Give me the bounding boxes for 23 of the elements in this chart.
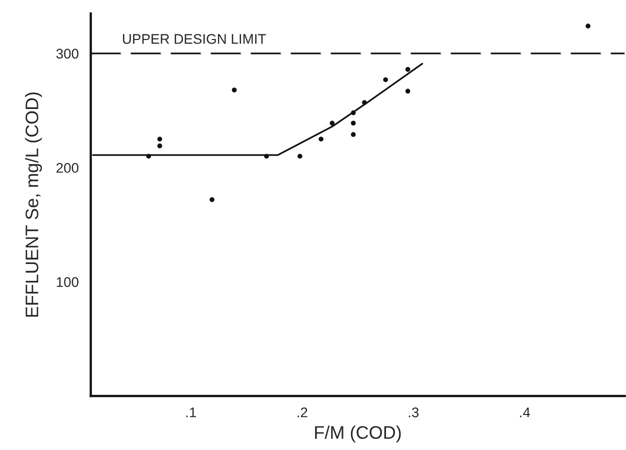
x-tick-label: .2 bbox=[298, 407, 308, 418]
y-tick-label: 100 bbox=[56, 277, 78, 287]
y-tick-label: 300 bbox=[56, 48, 78, 59]
x-tick-label: .3 bbox=[408, 407, 419, 418]
point bbox=[318, 136, 324, 142]
point bbox=[350, 132, 356, 137]
x-tick-label: .1 bbox=[186, 408, 196, 418]
point bbox=[210, 197, 214, 202]
y-tick-label: 200 bbox=[56, 162, 78, 173]
point bbox=[405, 88, 410, 94]
point bbox=[232, 88, 237, 92]
x-axis-title: F/M (COD) bbox=[315, 426, 401, 442]
point bbox=[330, 120, 335, 126]
point bbox=[383, 77, 388, 82]
point bbox=[157, 144, 162, 148]
ref-line-label: UPPER DESIGN LIMIT bbox=[122, 34, 266, 44]
point bbox=[586, 24, 590, 28]
y-axis-title: EFFLUENT Se, mg/L (COD) bbox=[25, 92, 42, 317]
point bbox=[405, 67, 410, 72]
point bbox=[350, 120, 356, 126]
x-tick-label: .4 bbox=[520, 408, 530, 418]
point bbox=[157, 136, 162, 142]
point bbox=[298, 154, 302, 159]
